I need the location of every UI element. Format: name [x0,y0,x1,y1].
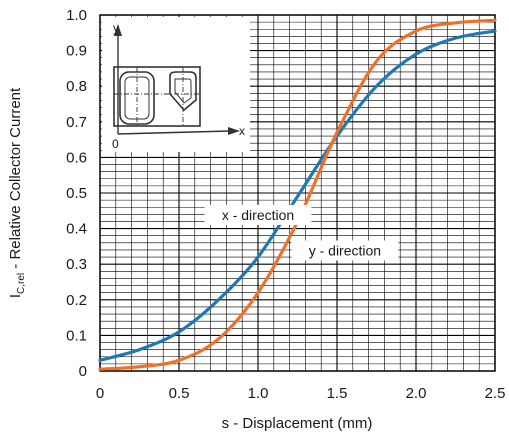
y-tick-label: 1.0 [66,7,87,24]
x-tick-label: 2.5 [485,385,506,402]
series-annotation: y - direction [309,243,381,259]
y-axis-label: IC,rel - Relative Collector Current [7,87,27,298]
annotation-bg [291,240,399,261]
y-tick-label: 0.1 [66,327,87,344]
chart-annotations: x - direction y - direction [204,204,399,261]
inset-y-arrow [114,24,122,36]
y-tick-label: 0.4 [66,221,87,238]
x-tick-label: 0.5 [169,385,190,402]
inset-package [113,66,201,127]
y-tick-label: 0.8 [66,78,87,95]
y-tick-label: 0.9 [66,43,87,60]
inset-right-window [169,71,197,112]
inset-origin-label: 0 [112,137,119,151]
inset-x-axis [117,130,231,135]
inset-x-label: x [239,124,245,138]
y-tick-label: 0.5 [66,185,87,202]
y-axis-label-main: I [7,294,24,298]
inset-background [102,17,250,152]
x-tick-label: 1.5 [327,385,348,402]
inset-x-arrow [228,127,240,135]
inset-right-inner [174,78,192,104]
chart-ticks: 0 0.5 1.0 1.5 2.0 2.5 0 0.1 0.2 0.3 0.4 0.5 0.6 0.7 0.… [66,7,505,402]
y-tick-label: 0.7 [66,114,87,131]
y-axis-label-rest: - Relative Collector Current [7,87,24,273]
series-line [98,29,497,362]
y-tick-label: 0 [79,363,87,380]
x-axis-label: s - Displacement (mm) [222,415,373,432]
series-annotation: x - direction [222,207,294,223]
y-axis-label-sub: C,rel [16,273,27,294]
y-tick-label: 0.3 [66,256,87,273]
x-tick-label: 0 [96,385,104,402]
y-tick-label: 0.6 [66,149,87,166]
inset-diagram: y x 0 [102,17,250,152]
plot-frame [99,14,496,372]
x-tick-label: 1.0 [248,385,269,402]
inset-y-label: y [113,21,119,35]
x-tick-label: 2.0 [406,385,427,402]
y-tick-label: 0.2 [66,292,87,309]
annotation-bg [204,204,312,225]
